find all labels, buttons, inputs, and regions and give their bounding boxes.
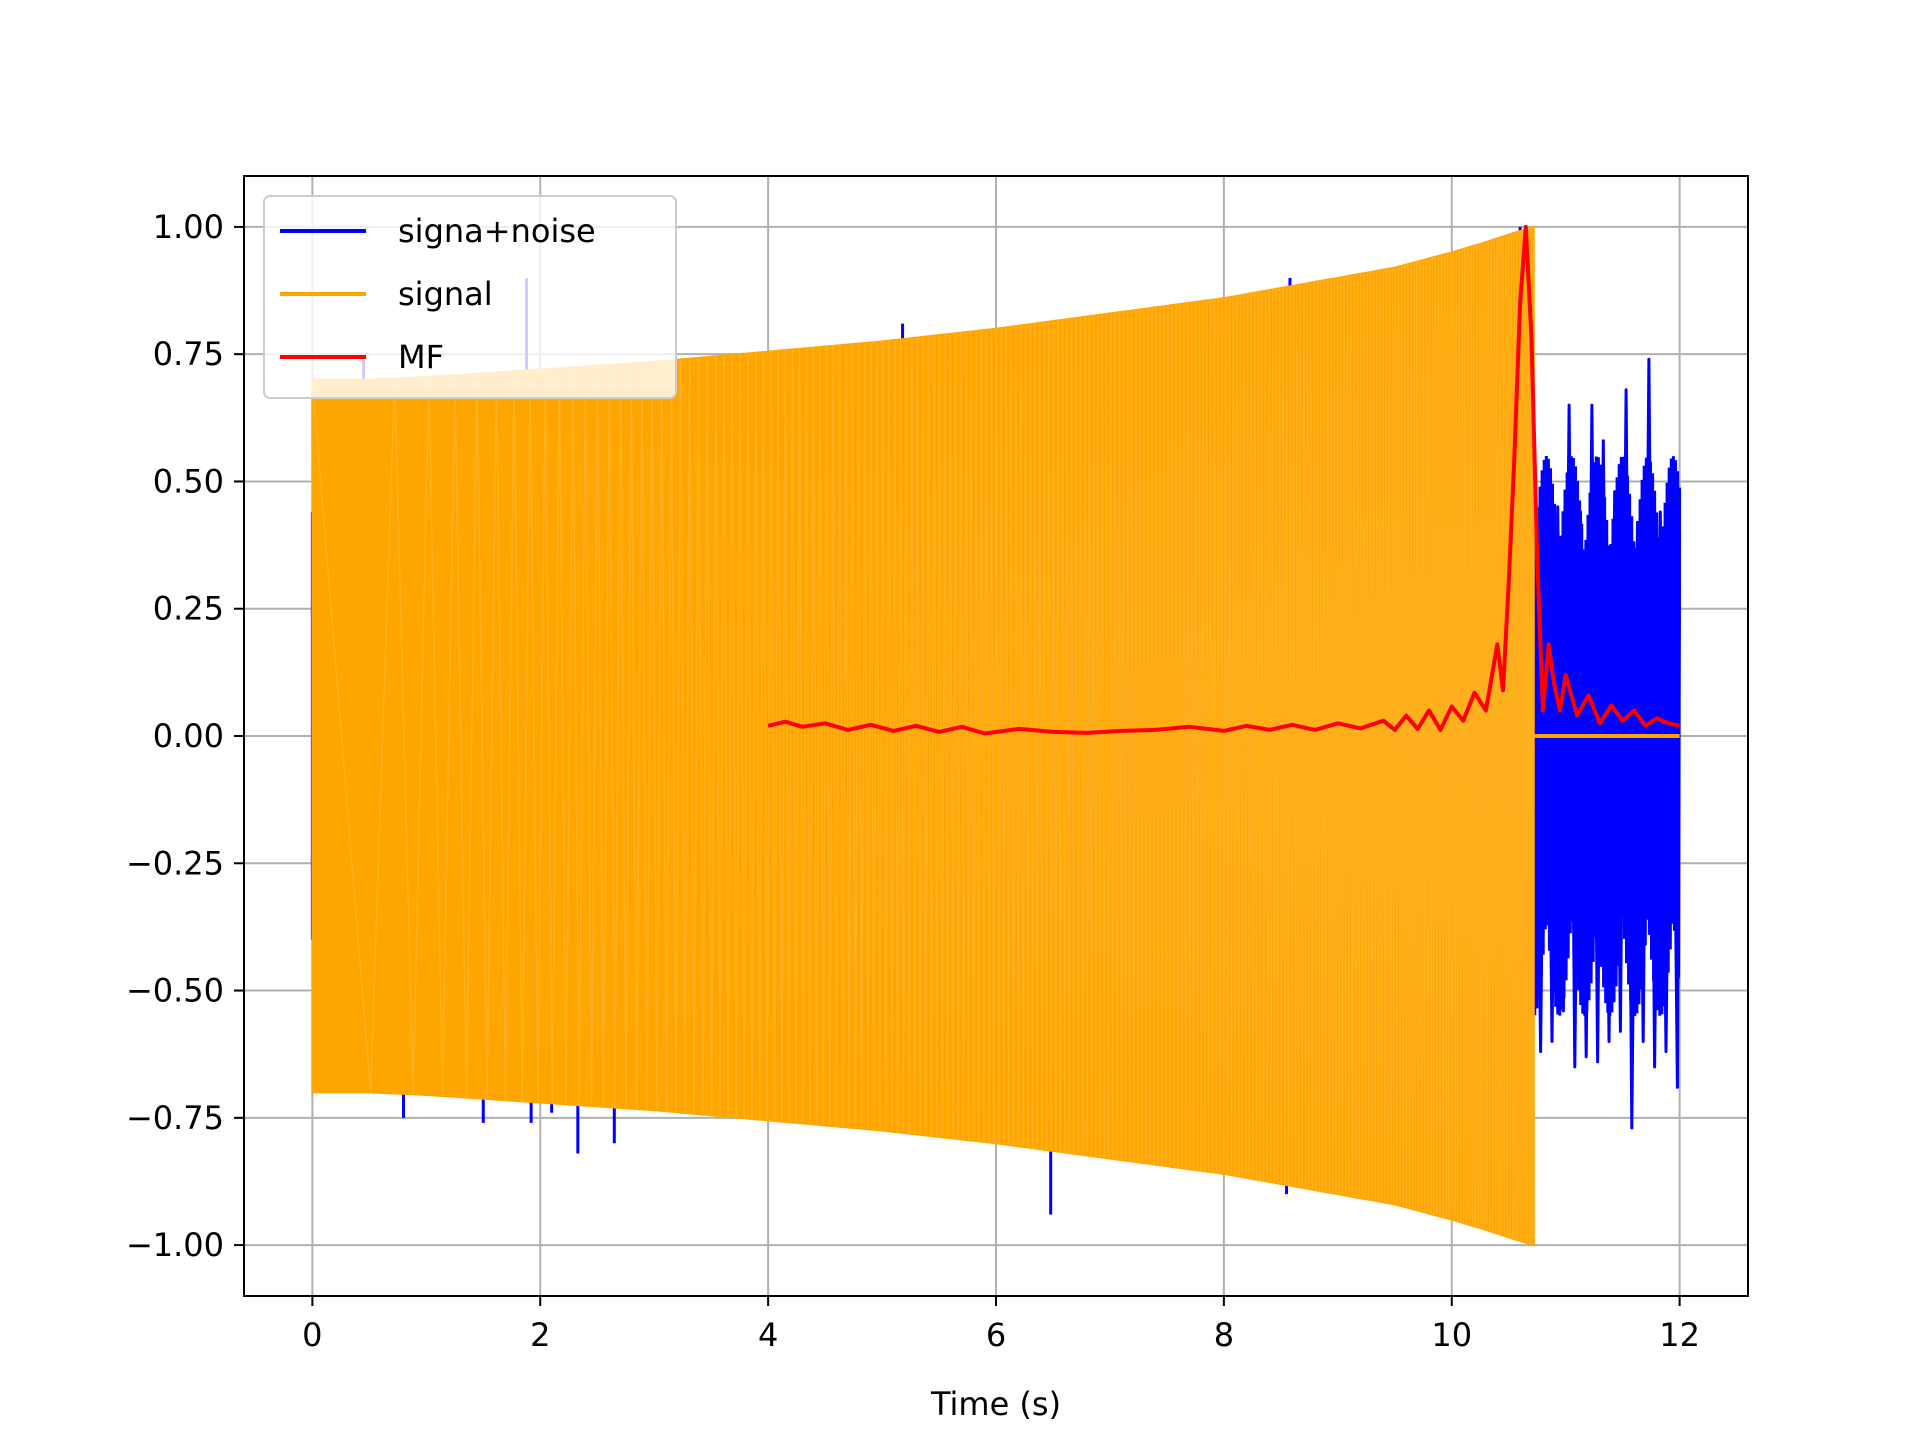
axis-ticks: 0 2 4 6 8 10 12 1.00 0.75 0.50 0.25 0.00 −0.25 −0.50 −… bbox=[126, 208, 1700, 1354]
y-tick-label: 0.75 bbox=[153, 335, 224, 373]
x-tick-label: 6 bbox=[986, 1316, 1006, 1354]
x-tick-label: 0 bbox=[302, 1316, 322, 1354]
series-layer bbox=[310, 224, 1682, 1247]
y-tick-label: −0.50 bbox=[126, 972, 224, 1010]
legend-label-signa-noise: signa+noise bbox=[398, 212, 596, 250]
series-signa-noise-dense bbox=[1532, 455, 1682, 1017]
y-tick-label: 0.25 bbox=[153, 590, 224, 628]
legend-label-signal: signal bbox=[398, 275, 493, 313]
x-tick-label: 12 bbox=[1659, 1316, 1700, 1354]
y-tick-label: 0.50 bbox=[153, 462, 224, 500]
x-tick-label: 10 bbox=[1431, 1316, 1472, 1354]
x-tick-label: 2 bbox=[530, 1316, 550, 1354]
series-mf bbox=[767, 224, 1681, 736]
legend: signa+noise signal MF bbox=[263, 195, 677, 399]
y-tick-label: 0.00 bbox=[153, 717, 224, 755]
y-tick-label: −0.25 bbox=[126, 844, 224, 882]
series-signal-oscillation bbox=[311, 226, 1535, 1245]
x-axis-label: Time (s) bbox=[930, 1385, 1061, 1423]
legend-label-mf: MF bbox=[398, 338, 444, 376]
x-tick-label: 8 bbox=[1214, 1316, 1234, 1354]
legend-box bbox=[263, 195, 677, 399]
y-tick-label: −1.00 bbox=[126, 1226, 224, 1264]
y-tick-label: 1.00 bbox=[153, 208, 224, 246]
x-tick-label: 4 bbox=[758, 1316, 778, 1354]
y-tick-label: −0.75 bbox=[126, 1099, 224, 1137]
